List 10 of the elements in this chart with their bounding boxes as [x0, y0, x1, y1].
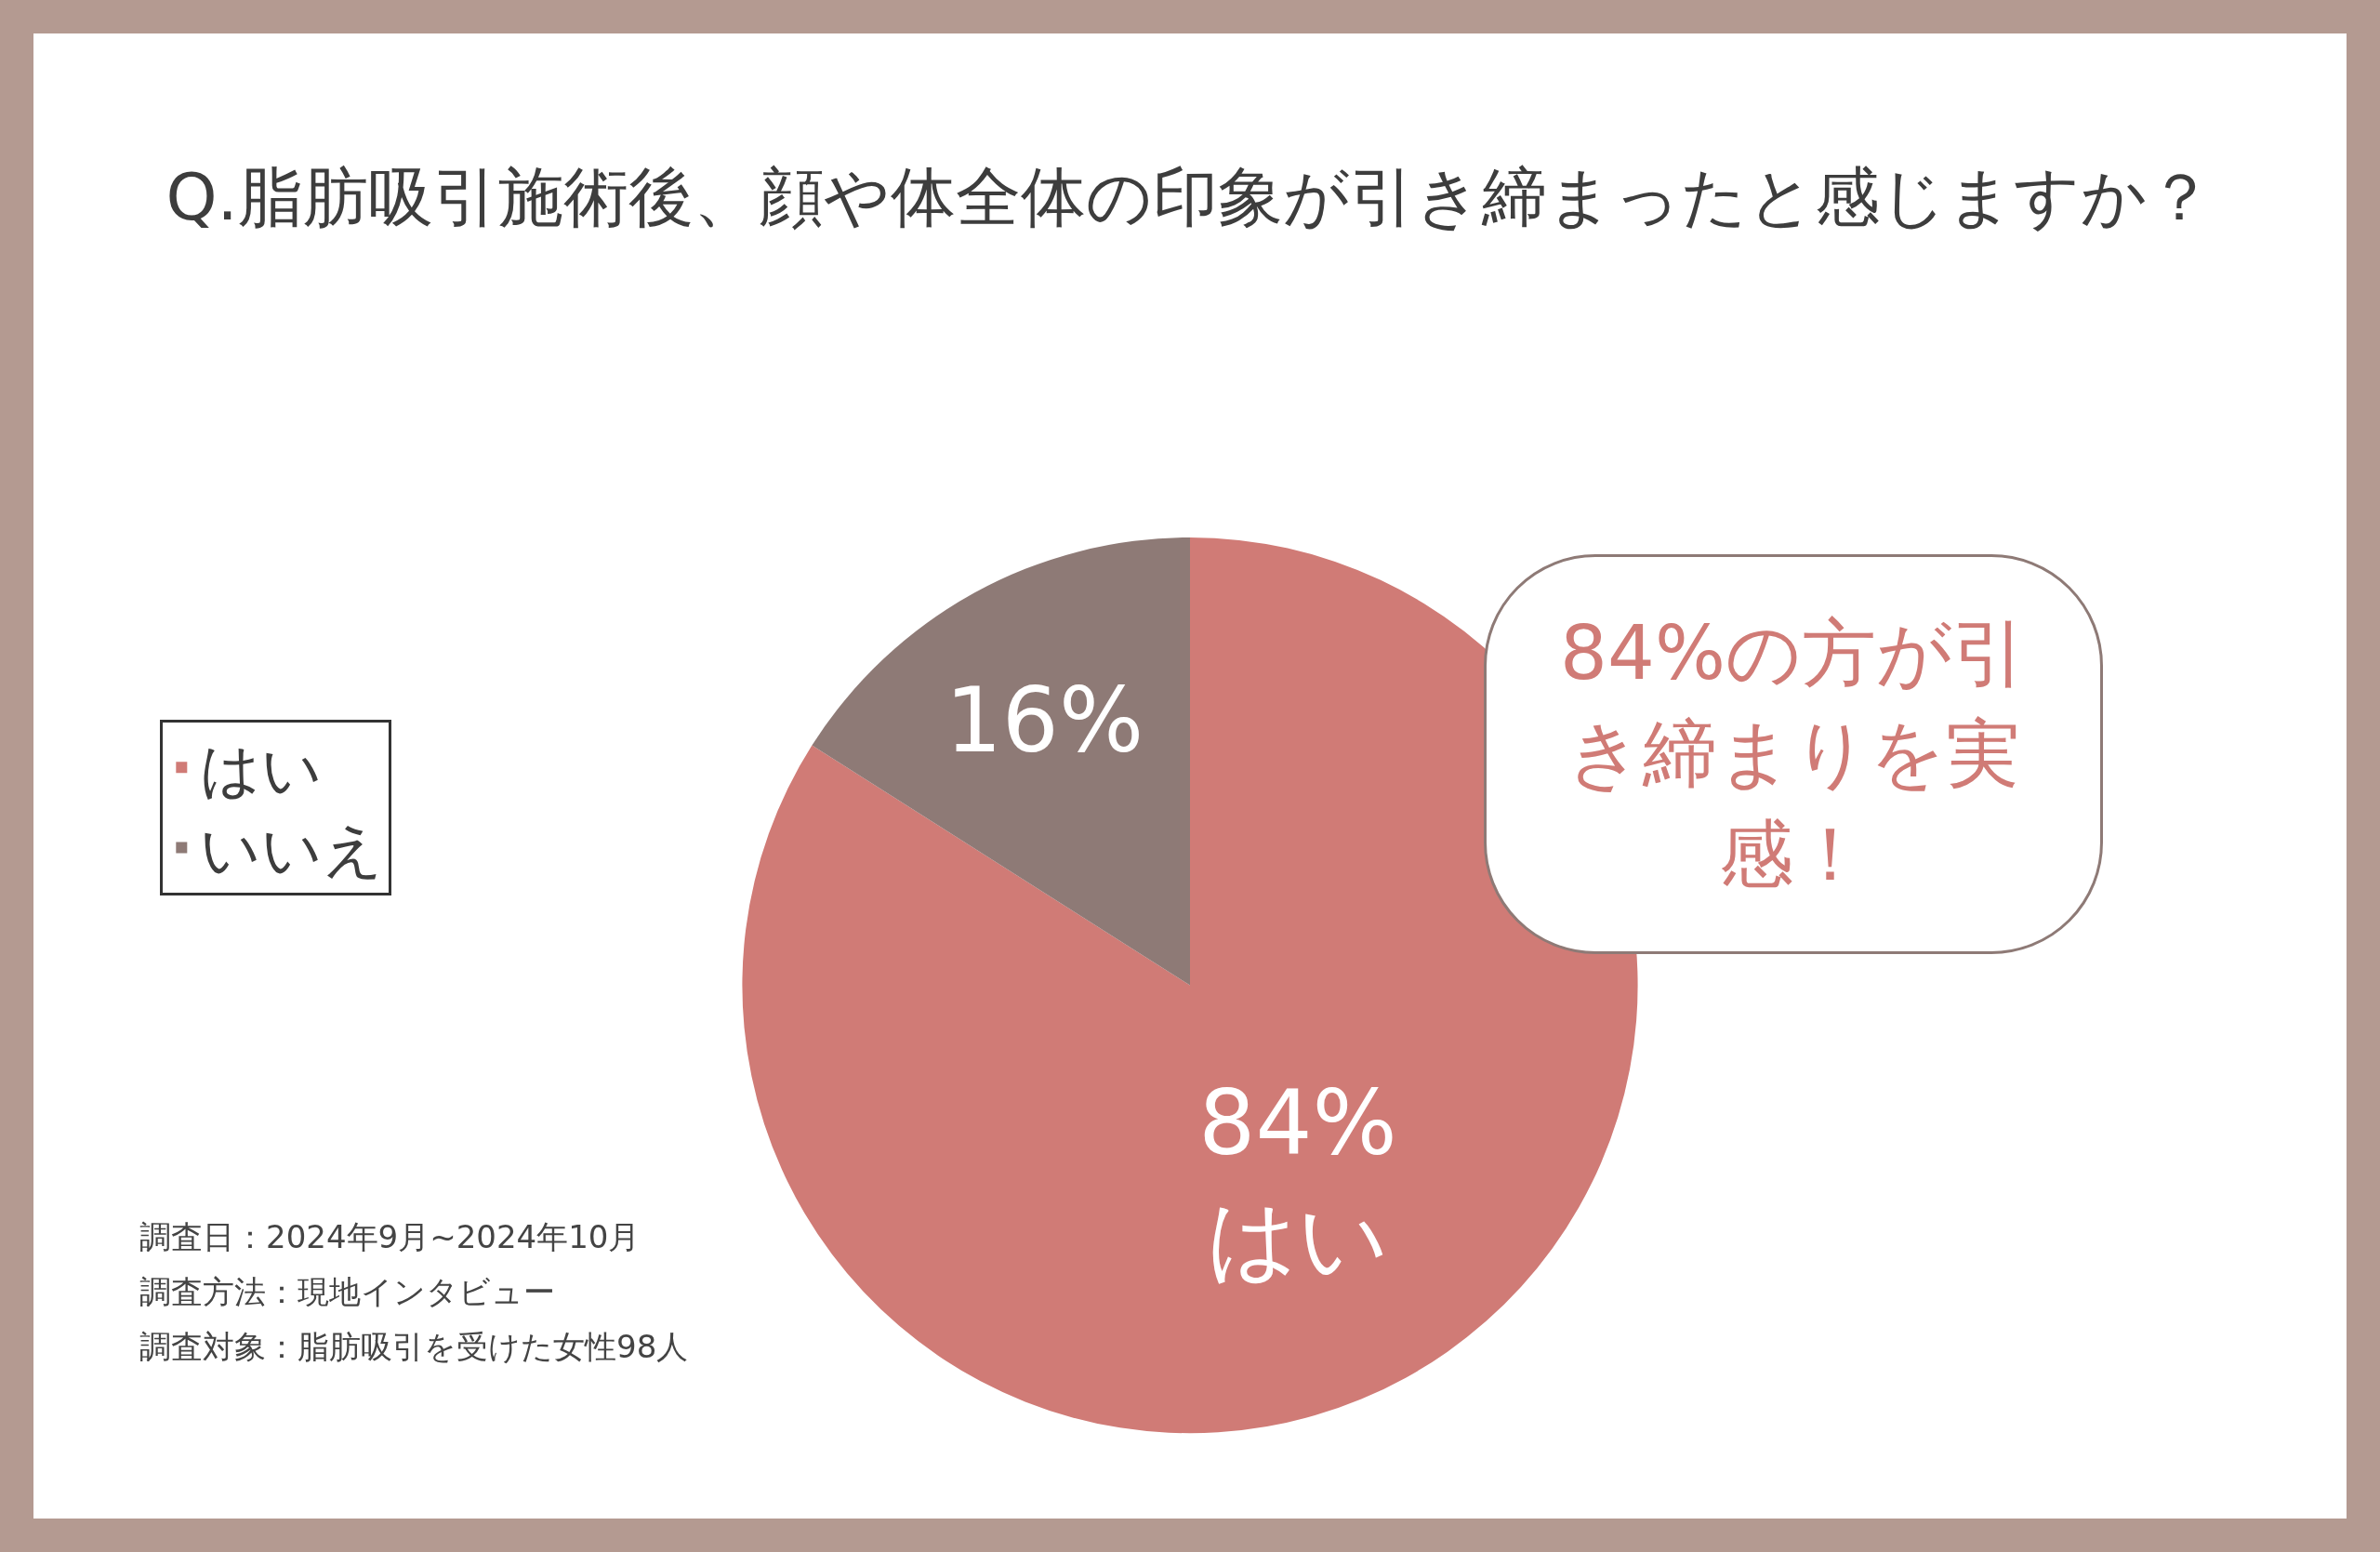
text: 調査方法：現地インタビュー	[139, 1273, 555, 1310]
legend-label: はい	[200, 736, 324, 805]
pie-slice	[812, 537, 1190, 986]
text: 調査対象：脂肪吸引を受けた女性98人	[139, 1328, 689, 1365]
text: 84%の方が引き締まりを実感！	[1484, 554, 2103, 954]
data-label: 16%	[945, 668, 1144, 773]
legend-label: いいえ	[200, 816, 385, 885]
data-label: 84% はい	[1198, 1071, 1397, 1293]
text: 調査日：2024年9月~2024年10月	[139, 1218, 641, 1255]
chart-title: Q.脂肪吸引施術後、顔や体全体の印象が引き締まったと感じますか？	[165, 159, 2213, 236]
